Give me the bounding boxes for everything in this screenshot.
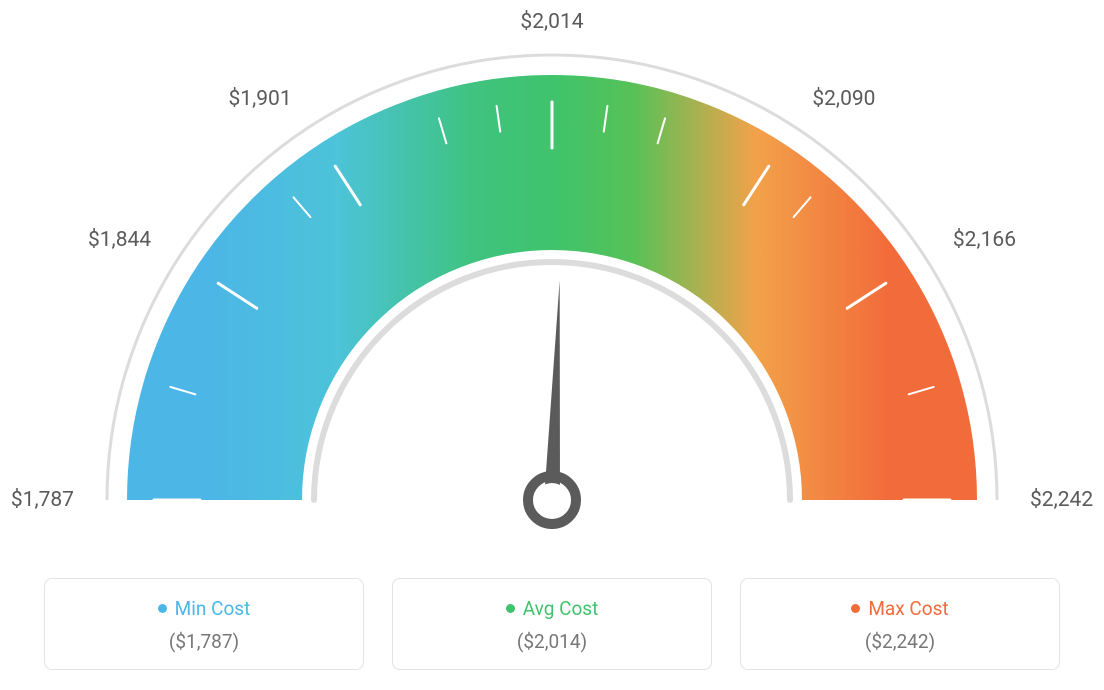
min-cost-title: Min Cost — [175, 597, 251, 620]
max-cost-title-row: Max Cost — [761, 597, 1039, 620]
gauge-needle — [544, 280, 560, 500]
gauge-tick-label: $1,901 — [229, 87, 292, 111]
min-cost-card: Min Cost ($1,787) — [44, 578, 364, 670]
gauge-svg — [0, 0, 1104, 560]
gauge-tick-label: $1,844 — [88, 228, 151, 252]
gauge-tick-label: $2,014 — [520, 10, 583, 34]
min-cost-dot — [158, 604, 167, 613]
max-cost-card: Max Cost ($2,242) — [740, 578, 1060, 670]
avg-cost-card: Avg Cost ($2,014) — [392, 578, 712, 670]
gauge-tick-label: $2,166 — [953, 228, 1016, 252]
avg-cost-value: ($2,014) — [413, 630, 691, 653]
gauge-tick-label: $1,787 — [11, 488, 74, 512]
avg-cost-title: Avg Cost — [523, 597, 599, 620]
min-cost-value: ($1,787) — [65, 630, 343, 653]
max-cost-dot — [851, 604, 860, 613]
cost-gauge-widget: $1,787 $1,844 $1,901 $2,014 $2,090 $2,166 $2,2… — [0, 0, 1104, 690]
cost-cards-row: Min Cost ($1,787) Avg Cost ($2,014) Max … — [0, 578, 1104, 670]
gauge-tick-label: $2,242 — [1030, 488, 1093, 512]
avg-cost-dot — [506, 604, 515, 613]
max-cost-title: Max Cost — [868, 597, 948, 620]
gauge-area: $1,787 $1,844 $1,901 $2,014 $2,090 $2,166 $2,2… — [0, 0, 1104, 560]
gauge-needle-hub-inner — [535, 483, 569, 517]
max-cost-value: ($2,242) — [761, 630, 1039, 653]
gauge-tick-label: $2,090 — [812, 87, 875, 111]
avg-cost-title-row: Avg Cost — [413, 597, 691, 620]
min-cost-title-row: Min Cost — [65, 597, 343, 620]
